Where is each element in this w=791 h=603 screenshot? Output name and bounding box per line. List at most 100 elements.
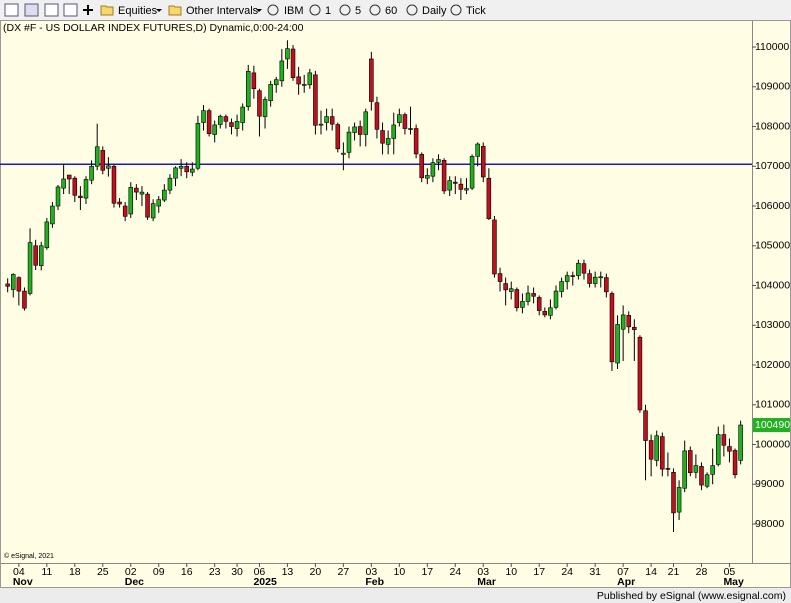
- candle-body: [33, 245, 38, 266]
- candle-body: [218, 115, 223, 125]
- candle-body: [167, 177, 173, 191]
- x-tick-label: 17: [533, 566, 545, 578]
- candle-body: [111, 165, 117, 204]
- candle-body: [369, 58, 374, 102]
- candle-body: [117, 201, 122, 205]
- x-tick-label: 09: [153, 566, 165, 578]
- symbol-button[interactable]: IBM: [284, 5, 304, 17]
- x-tick-label: 11: [41, 566, 52, 578]
- candle-body: [688, 450, 693, 474]
- interval-icon[interactable]: [309, 4, 321, 16]
- interval-button[interactable]: Tick: [466, 5, 486, 17]
- copyright: © eSignal, 2021: [4, 552, 54, 560]
- interval-button[interactable]: 5: [355, 5, 361, 17]
- candle-body: [660, 436, 665, 470]
- y-tick-label: 102000: [755, 359, 790, 371]
- chart-title: (DX #F - US DOLLAR INDEX FUTURES,D) Dyna…: [3, 22, 304, 34]
- candle-body: [184, 165, 189, 173]
- interval-icon[interactable]: [450, 4, 462, 16]
- folder-icon[interactable]: [168, 5, 182, 16]
- interval-icon[interactable]: [406, 4, 418, 16]
- candle-body: [699, 466, 704, 486]
- x-tick-label: 21: [668, 566, 680, 578]
- x-month-label: Feb: [365, 576, 384, 588]
- candle-body: [481, 146, 486, 178]
- symbol-icon[interactable]: [267, 4, 279, 16]
- candle-body: [576, 262, 581, 276]
- candle-body: [72, 177, 78, 196]
- x-month-label: Nov: [13, 576, 33, 588]
- x-tick-label: 18: [69, 566, 81, 578]
- menu-item[interactable]: Other Intervals: [186, 5, 259, 17]
- y-tick-label: 104000: [755, 279, 790, 291]
- candle-body: [559, 281, 564, 292]
- interval-button[interactable]: Daily: [422, 5, 447, 17]
- candle-body: [363, 111, 369, 135]
- last-price-label: 100490: [755, 419, 790, 431]
- interval-icon[interactable]: [369, 4, 381, 16]
- x-month-label: Dec: [125, 576, 144, 588]
- candle-body: [268, 84, 273, 101]
- candle-body: [632, 326, 637, 330]
- x-tick-label: 14: [645, 566, 657, 578]
- dropdown-arrow[interactable]: [256, 9, 262, 12]
- candle-body: [654, 435, 659, 461]
- candle-body: [425, 175, 430, 179]
- candle-body: [296, 76, 301, 85]
- candle-body: [671, 472, 676, 514]
- y-tick-label: 110000: [755, 41, 789, 53]
- x-tick-label: 07: [617, 566, 629, 578]
- icon[interactable]: [63, 3, 78, 17]
- icon[interactable]: [44, 3, 59, 17]
- candle-body: [436, 159, 441, 163]
- candle-body: [570, 275, 576, 277]
- candle-body: [257, 90, 262, 117]
- x-month-label: Apr: [617, 576, 635, 588]
- candle-body: [195, 123, 201, 169]
- candle-body: [234, 121, 240, 129]
- candle-body: [598, 276, 604, 279]
- candle-body: [324, 116, 329, 123]
- x-tick-label: 31: [589, 566, 601, 578]
- icon[interactable]: [24, 3, 39, 17]
- toolbar-bg: [0, 0, 791, 20]
- candle-body: [44, 221, 50, 249]
- interval-icon[interactable]: [339, 4, 351, 16]
- candle-body: [615, 324, 620, 364]
- x-tick-label: 24: [449, 566, 461, 578]
- footer: Published by eSignal (www.esignal.com): [597, 590, 786, 602]
- candle-body: [290, 48, 296, 78]
- candle-body: [620, 314, 626, 330]
- candle-body: [190, 168, 195, 173]
- candle-body: [716, 434, 721, 465]
- x-tick-label: 03: [477, 566, 489, 578]
- x-month-label: May: [723, 576, 744, 588]
- icon[interactable]: [83, 5, 93, 15]
- candle-body: [5, 283, 10, 287]
- dropdown-arrow[interactable]: [156, 9, 162, 12]
- x-tick-label: 20: [310, 566, 322, 578]
- y-tick-label: 108000: [755, 120, 790, 132]
- icon[interactable]: [4, 3, 19, 17]
- candle-body: [693, 465, 699, 473]
- menu-item[interactable]: Equities: [118, 5, 158, 17]
- candle-body: [581, 263, 587, 274]
- candle-body: [313, 74, 318, 126]
- candle-body: [335, 124, 341, 150]
- candle-body: [357, 126, 363, 135]
- folder-icon[interactable]: [100, 5, 114, 16]
- x-tick-label: 27: [338, 566, 350, 578]
- candle-body: [318, 123, 324, 126]
- candle-body: [704, 474, 710, 487]
- interval-button[interactable]: 60: [385, 5, 397, 17]
- candle-body: [397, 114, 402, 123]
- candle-body: [139, 191, 145, 195]
- candle-body: [408, 128, 413, 130]
- y-tick-label: 103000: [755, 319, 790, 331]
- candle-body: [732, 450, 738, 476]
- candle-body: [162, 189, 167, 201]
- candle-body: [531, 293, 536, 297]
- candle-body: [374, 102, 380, 130]
- candle-body: [173, 167, 178, 179]
- interval-button[interactable]: 1: [325, 5, 331, 17]
